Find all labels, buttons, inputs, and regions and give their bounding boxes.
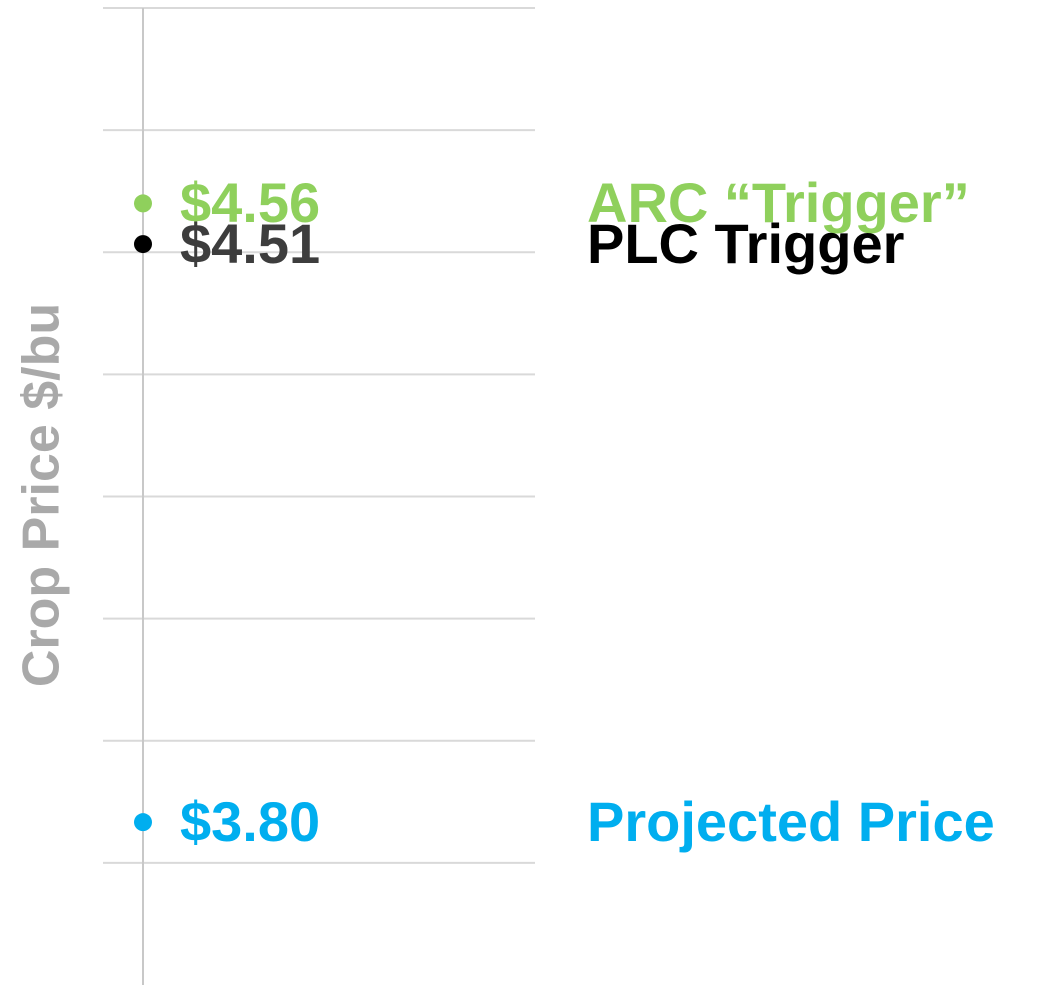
dot	[134, 235, 152, 254]
value-label: $4.51	[180, 212, 320, 275]
y-axis-label: Crop Price $/bu	[13, 303, 71, 687]
series-name: ARC “Trigger”	[587, 171, 970, 234]
series-name: Projected Price	[587, 790, 995, 853]
series-name: PLC Trigger	[587, 212, 904, 275]
dot	[134, 813, 152, 832]
value-label: $4.56	[180, 171, 320, 234]
dot	[134, 194, 152, 213]
value-label: $3.80	[180, 790, 320, 853]
